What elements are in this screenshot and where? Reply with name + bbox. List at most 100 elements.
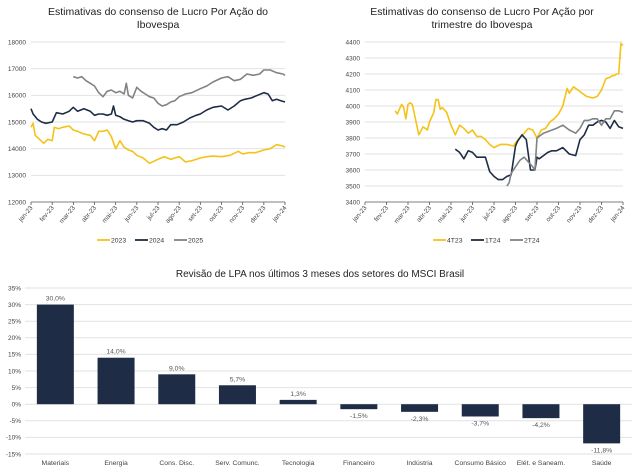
y-tick-label: -15% (6, 451, 21, 458)
legend-label-2023: 2023 (111, 237, 126, 244)
y-tick-label: 4200 (346, 71, 361, 78)
series-line-4T23 (394, 42, 624, 149)
series-line-2024 (30, 91, 286, 131)
bar-data-label: -11,8% (591, 447, 612, 454)
eps-annual-chart: Estimativas do consenso de Lucro Por Açã… (8, 6, 289, 244)
legend-label-2025: 2025 (188, 237, 203, 244)
y-tick-label: 5% (12, 385, 22, 392)
bar-6 (340, 404, 378, 410)
y-tick-label: 14000 (8, 146, 26, 153)
x-tick-label: jun-23 (458, 204, 476, 223)
y-tick-label: 30% (8, 302, 21, 309)
bar-1 (36, 304, 74, 405)
category-label: Materiais (42, 460, 70, 467)
bar-2 (97, 357, 135, 405)
x-tick-label: dez-23 (587, 204, 605, 224)
x-tick-label: ago-23 (164, 204, 183, 224)
bar-4 (218, 385, 256, 405)
bar-data-label: -3,7% (471, 420, 489, 427)
category-label: Saúde (592, 460, 612, 467)
y-tick-label: 16000 (8, 93, 26, 100)
legend-label-2024: 2024 (149, 237, 164, 244)
x-tick-label: nov-23 (565, 204, 583, 224)
bar-data-label: -1,5% (350, 413, 368, 420)
y-tick-label: -5% (9, 418, 21, 425)
bar-9 (522, 404, 560, 419)
bar-5 (279, 399, 317, 405)
x-tick-label: set-23 (524, 205, 541, 224)
x-tick-label: mai-23 (436, 204, 454, 224)
y-tick-label: 17000 (8, 66, 26, 73)
y-tick-label: 3600 (346, 167, 361, 174)
chart-title: Revisão de LPA nos últimos 3 meses dos s… (176, 269, 464, 280)
sector-revision-bar-chart: Revisão de LPA nos últimos 3 meses dos s… (6, 269, 632, 467)
x-tick-label: jan-24 (271, 204, 289, 223)
chart-title-line2: trimestre do Ibovespa (432, 19, 533, 31)
bar-data-label: 30,0% (46, 296, 65, 303)
eps-quarterly-chart: Estimativas do consenso de Lucro Por Açã… (346, 6, 627, 244)
y-tick-label: 3800 (346, 135, 361, 142)
category-label: Cons. Disc. (159, 460, 194, 467)
chart-title-line2: Ibovespa (137, 19, 180, 31)
y-tick-label: 20% (8, 335, 21, 342)
series-line-2025 (73, 69, 286, 107)
x-tick-label: set-23 (187, 205, 204, 224)
category-label: Tecnologia (282, 460, 315, 467)
y-tick-label: 3700 (346, 151, 361, 158)
y-tick-label: 15000 (8, 119, 26, 126)
x-tick-label: mai-23 (101, 204, 119, 224)
y-tick-label: 4400 (346, 39, 361, 46)
legend-label-4T23: 4T23 (447, 237, 463, 244)
x-tick-label: abr-23 (416, 204, 434, 223)
bar-3 (158, 374, 196, 405)
y-tick-label: 10% (8, 368, 21, 375)
x-tick-label: ago-23 (501, 204, 520, 224)
y-tick-label: -10% (6, 435, 21, 442)
x-tick-label: abr-23 (81, 204, 99, 223)
category-label: Indústria (407, 460, 433, 467)
category-label: Serv. Comunc. (215, 460, 260, 467)
y-tick-label: 3900 (346, 119, 361, 126)
series-line-1T24 (454, 119, 624, 181)
bar-data-label: 14,0% (106, 349, 125, 356)
x-tick-label: jan-24 (609, 204, 627, 223)
bar-7 (401, 404, 439, 412)
y-tick-label: 35% (8, 285, 21, 292)
y-tick-label: 12000 (8, 199, 26, 206)
x-tick-label: mar-23 (393, 204, 412, 225)
y-tick-label: 3400 (346, 199, 361, 206)
x-tick-label: out-23 (545, 204, 562, 223)
bar-8 (461, 404, 499, 417)
x-tick-label: dez-23 (249, 204, 267, 224)
x-tick-label: jan-23 (17, 204, 35, 223)
y-tick-label: 3500 (346, 183, 361, 190)
x-tick-label: nov-23 (228, 204, 246, 224)
bar-10 (583, 404, 621, 444)
bar-data-label: 1,3% (290, 391, 306, 398)
bar-data-label: -4,2% (532, 422, 550, 429)
y-tick-label: 0% (12, 402, 22, 409)
x-tick-label: jul-23 (145, 204, 161, 222)
category-label: Elét. e Saneam. (517, 460, 565, 467)
y-tick-label: 4100 (346, 87, 361, 94)
series-line-2T24 (506, 110, 624, 187)
x-tick-label: jul-23 (481, 204, 497, 222)
series-line-2023 (30, 122, 286, 165)
y-tick-label: 4300 (346, 55, 361, 62)
y-tick-label: 15% (8, 352, 21, 359)
x-tick-label: jan-23 (351, 204, 369, 223)
x-tick-label: out-23 (208, 204, 225, 223)
x-tick-label: jun-23 (123, 204, 141, 223)
legend-label-2T24: 2T24 (524, 237, 540, 244)
x-tick-label: fev-23 (39, 205, 56, 224)
category-label: Energia (104, 460, 128, 467)
legend-label-1T24: 1T24 (485, 237, 501, 244)
bar-data-label: 9,0% (169, 365, 185, 372)
category-label: Financeiro (343, 460, 375, 467)
bar-data-label: -2,3% (411, 416, 429, 423)
y-tick-label: 4000 (346, 103, 361, 110)
chart-title-line1: Estimativas do consenso de Lucro Por Açã… (370, 6, 594, 18)
y-tick-label: 18000 (8, 39, 26, 46)
category-label: Consumo Básico (455, 460, 507, 467)
